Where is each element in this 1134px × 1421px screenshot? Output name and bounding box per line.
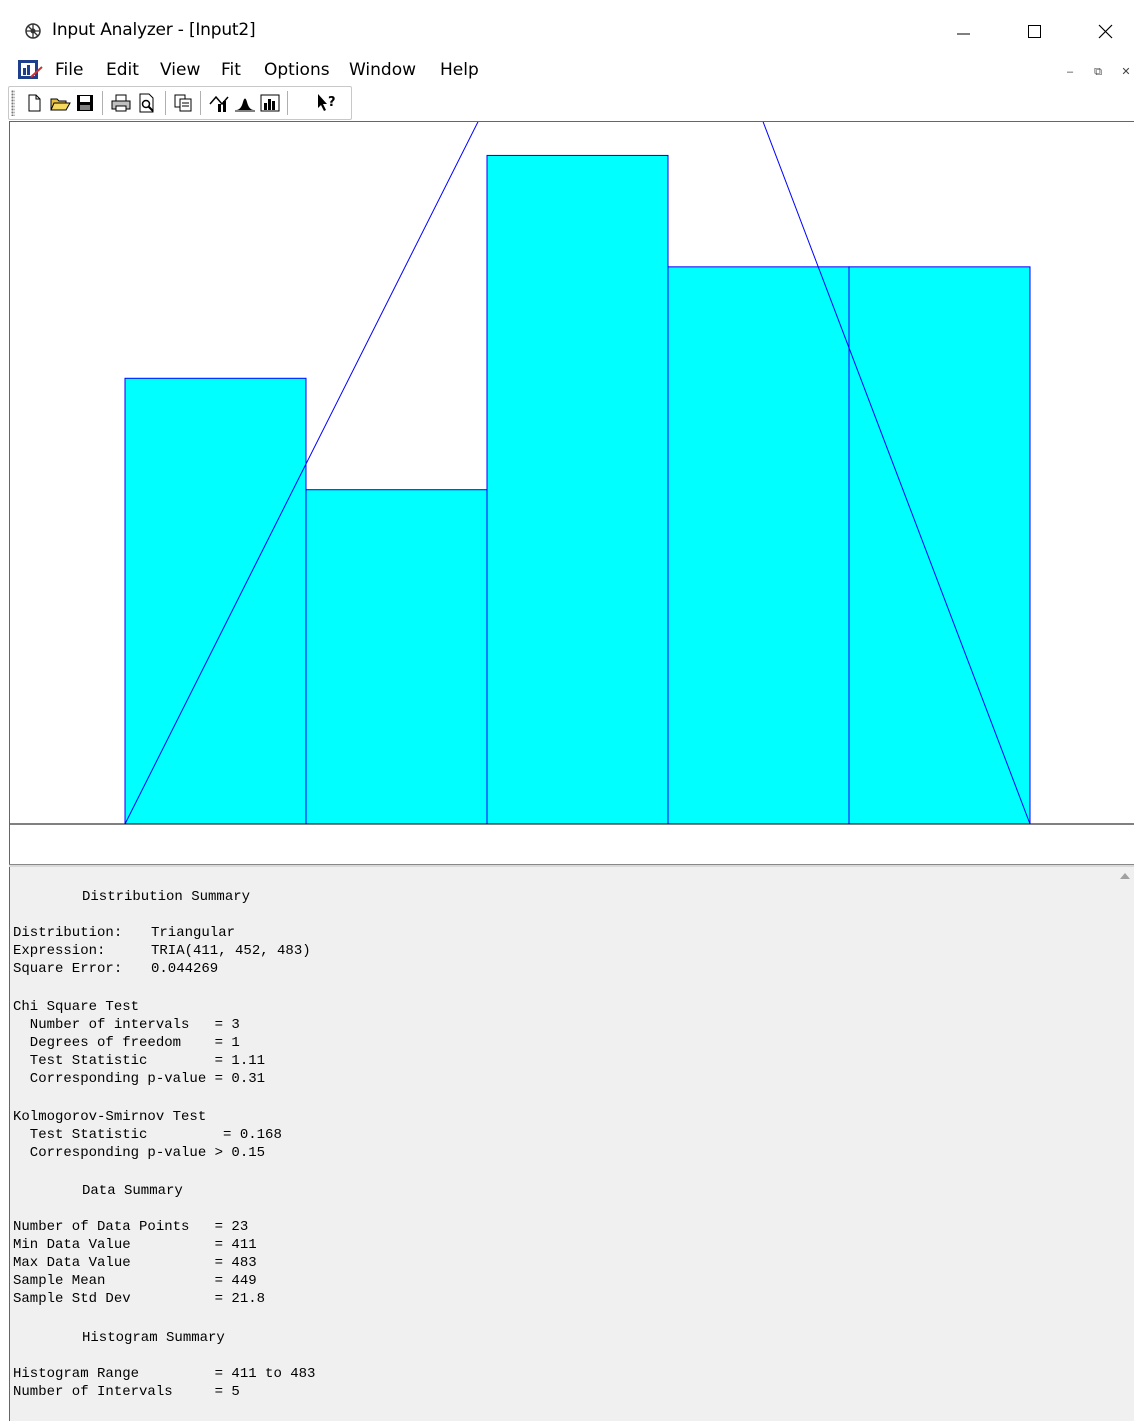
histogram-bar xyxy=(124,377,307,825)
mdi-minimize-icon[interactable]: – xyxy=(1066,66,1074,78)
distribution-value: Triangular xyxy=(151,925,236,941)
save-icon[interactable] xyxy=(74,92,96,114)
expression-value: TRIA(411, 452, 483) xyxy=(151,943,311,959)
square-error-value: 0.044269 xyxy=(151,961,219,977)
print-icon[interactable] xyxy=(110,92,132,114)
copy-icon[interactable] xyxy=(172,92,194,114)
splitter[interactable] xyxy=(9,864,1134,868)
ks-header: Kolmogorov-Smirnov Test xyxy=(13,1109,207,1125)
close-icon[interactable] xyxy=(1082,10,1128,52)
menu-bar: File Edit View Fit Options Window Help –… xyxy=(0,56,1134,84)
number-of-intervals: Number of Intervals = 5 xyxy=(13,1384,240,1400)
chi-number-of-intervals: Number of intervals = 3 xyxy=(13,1017,240,1033)
new-icon[interactable] xyxy=(23,92,45,114)
mdi-close-icon[interactable]: ✕ xyxy=(1121,66,1131,78)
sample-std-dev: Sample Std Dev = 21.8 xyxy=(13,1291,266,1307)
toolbar-grip[interactable] xyxy=(11,90,15,116)
histogram-bar xyxy=(486,154,669,825)
toolbar: ? xyxy=(8,86,352,120)
document-icon[interactable] xyxy=(17,59,43,81)
menu-options[interactable]: Options xyxy=(264,60,330,80)
histogram-icon[interactable] xyxy=(259,92,281,114)
menu-window[interactable]: Window xyxy=(349,60,417,80)
distribution-summary-header: Distribution Summary xyxy=(82,889,251,905)
summary-pane: Distribution Summary Distribution: Trian… xyxy=(9,867,1117,1421)
histogram-chart xyxy=(10,122,1134,825)
toolbar-separator xyxy=(165,91,166,115)
fit-icon[interactable] xyxy=(208,92,230,114)
svg-text:?: ? xyxy=(328,95,336,110)
menu-view[interactable]: View xyxy=(160,60,201,80)
histogram-bar xyxy=(667,266,850,825)
number-of-data-points: Number of Data Points = 23 xyxy=(13,1219,249,1235)
minimize-icon[interactable] xyxy=(940,10,986,52)
toolbar-separator xyxy=(200,91,201,115)
min-data-value: Min Data Value = 411 xyxy=(13,1237,257,1253)
menu-fit[interactable]: Fit xyxy=(221,60,241,80)
triangular-fit-line xyxy=(124,122,1031,825)
histogram-bar xyxy=(305,489,488,825)
chi-p-value: Corresponding p-value = 0.31 xyxy=(13,1071,266,1087)
app-icon xyxy=(25,23,41,39)
menu-file[interactable]: File xyxy=(55,60,84,80)
distribution-icon[interactable] xyxy=(234,92,256,114)
chi-test-statistic: Test Statistic = 1.11 xyxy=(13,1053,266,1069)
mdi-restore-icon[interactable]: ⧉ xyxy=(1094,66,1102,78)
histogram-bar xyxy=(848,266,1031,825)
open-icon[interactable] xyxy=(49,92,71,114)
toolbar-separator xyxy=(287,91,288,115)
toolbar-separator xyxy=(102,91,103,115)
distribution-label: Distribution: xyxy=(13,925,123,941)
maximize-icon[interactable] xyxy=(1011,10,1057,52)
chi-degrees-of-freedom: Degrees of freedom = 1 xyxy=(13,1035,240,1051)
histogram-summary-header: Histogram Summary xyxy=(82,1330,225,1346)
context-help-icon[interactable]: ? xyxy=(315,92,337,114)
chart-pane xyxy=(9,121,1134,866)
expression-label: Expression: xyxy=(13,943,106,959)
square-error-label: Square Error: xyxy=(13,961,123,977)
data-summary-header: Data Summary xyxy=(82,1183,183,1199)
print-preview-icon[interactable] xyxy=(136,92,158,114)
menu-edit[interactable]: Edit xyxy=(106,60,139,80)
ks-p-value: Corresponding p-value > 0.15 xyxy=(13,1145,266,1161)
chi-square-header: Chi Square Test xyxy=(13,999,140,1015)
max-data-value: Max Data Value = 483 xyxy=(13,1255,257,1271)
window-title: Input Analyzer - [Input2] xyxy=(52,20,256,40)
histogram-range: Histogram Range = 411 to 483 xyxy=(13,1366,316,1382)
title-bar: Input Analyzer - [Input2] xyxy=(0,0,1134,52)
sample-mean: Sample Mean = 449 xyxy=(13,1273,257,1289)
ks-test-statistic: Test Statistic = 0.168 xyxy=(13,1127,282,1143)
scroll-up-icon[interactable] xyxy=(1120,873,1130,879)
vertical-scrollbar[interactable] xyxy=(1116,867,1134,1421)
menu-help[interactable]: Help xyxy=(440,60,479,80)
